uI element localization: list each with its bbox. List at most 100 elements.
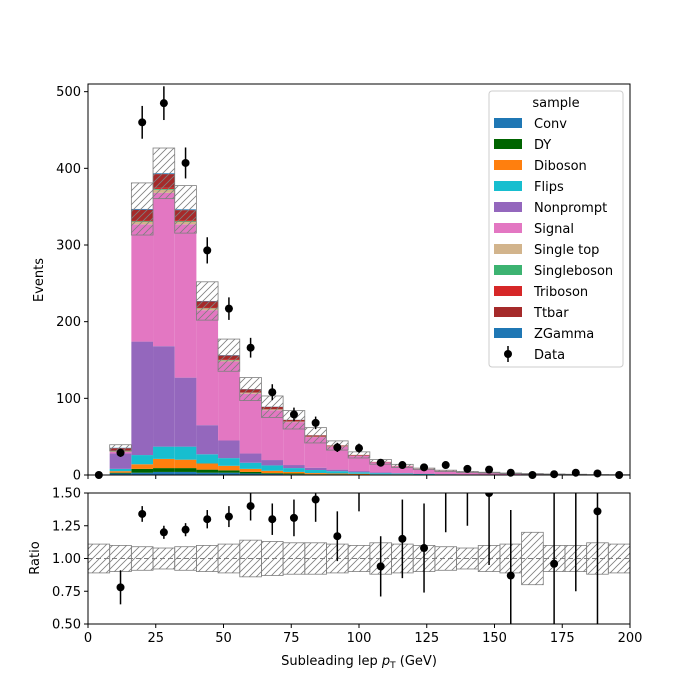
ratio-band-box bbox=[174, 546, 197, 571]
y-tick-label: 100 bbox=[56, 392, 81, 407]
bar-segment bbox=[109, 453, 132, 469]
ratio-point bbox=[181, 523, 190, 537]
legend-swatch bbox=[494, 244, 522, 254]
ratio-point bbox=[420, 503, 429, 593]
ratio-y-axis-label: Ratio bbox=[28, 541, 43, 574]
bar-segment bbox=[218, 470, 240, 473]
ratio-marker bbox=[506, 571, 515, 580]
bar-segment bbox=[304, 437, 327, 468]
bar-segment bbox=[304, 467, 327, 471]
x-tick-label: 50 bbox=[215, 631, 232, 646]
legend-item: DY bbox=[494, 138, 551, 153]
ratio-marker bbox=[246, 502, 255, 511]
bar-segment bbox=[153, 446, 175, 459]
legend-item-data: Data bbox=[504, 346, 565, 363]
bar-segment bbox=[413, 474, 435, 475]
ratio-marker bbox=[159, 528, 168, 537]
data-marker bbox=[550, 470, 559, 479]
legend-label: Signal bbox=[534, 222, 574, 237]
bar-segment bbox=[153, 458, 175, 469]
data-point bbox=[355, 443, 363, 453]
bar-segment bbox=[261, 460, 284, 466]
ratio-point bbox=[398, 499, 407, 579]
legend-swatch bbox=[494, 139, 522, 149]
data-marker bbox=[485, 465, 494, 474]
bar-segment bbox=[326, 473, 349, 475]
data-point bbox=[441, 461, 450, 470]
ratio-band-box bbox=[434, 546, 457, 571]
series-flips bbox=[109, 446, 587, 475]
bar-segment bbox=[109, 471, 132, 473]
bar-segment bbox=[109, 472, 132, 474]
bar-segment bbox=[348, 472, 370, 474]
legend-box bbox=[488, 90, 624, 368]
y-tick-label: 200 bbox=[56, 315, 81, 330]
bar-segment bbox=[239, 462, 262, 469]
bar-segment bbox=[369, 462, 392, 473]
ratio-y-tick-label: 1.25 bbox=[52, 519, 81, 534]
data-marker bbox=[593, 469, 602, 478]
ratio-marker bbox=[572, 482, 580, 490]
ratio-marker bbox=[289, 513, 298, 522]
x-tick-label: 125 bbox=[414, 631, 439, 646]
bar-segment bbox=[109, 473, 132, 475]
bar-segment bbox=[174, 446, 197, 460]
data-point bbox=[398, 461, 407, 470]
bar-segment bbox=[304, 470, 327, 474]
x-tick-label: 175 bbox=[550, 631, 575, 646]
data-point bbox=[181, 147, 190, 179]
legend-item: ZGamma bbox=[494, 327, 594, 342]
bar-segment bbox=[348, 473, 370, 475]
ratio-marker bbox=[463, 450, 471, 458]
data-point bbox=[376, 458, 385, 467]
ratio-y-tick-label: 1.50 bbox=[52, 487, 81, 502]
ratio-point bbox=[550, 493, 559, 624]
data-point bbox=[485, 465, 494, 474]
legend-swatch bbox=[494, 265, 522, 275]
main-y-ticks: 0 100 200 300 400 500 bbox=[56, 85, 88, 484]
bar-segment bbox=[131, 464, 154, 469]
ratio-band-box bbox=[521, 531, 544, 586]
data-point bbox=[463, 464, 472, 473]
uncertainty-box bbox=[239, 377, 262, 401]
bar-segment bbox=[131, 224, 154, 342]
bar-segment bbox=[261, 465, 284, 471]
data-marker bbox=[224, 304, 233, 313]
legend-item: Flips bbox=[494, 180, 564, 195]
ratio-band-box bbox=[152, 547, 176, 570]
ratio-band-box bbox=[109, 545, 132, 573]
ratio-marker bbox=[268, 515, 277, 524]
ratio-point bbox=[463, 450, 471, 526]
bar-segment bbox=[283, 473, 305, 475]
ratio-point bbox=[224, 506, 233, 528]
bar-segment bbox=[131, 455, 154, 465]
ratio-point bbox=[376, 536, 385, 597]
ratio-marker bbox=[398, 534, 407, 543]
data-point bbox=[420, 463, 429, 472]
ratio-band-box bbox=[88, 543, 111, 574]
ratio-y-tick-label: 1.00 bbox=[52, 552, 81, 567]
legend-swatch bbox=[494, 181, 522, 191]
x-tick-label: 150 bbox=[482, 631, 507, 646]
legend-swatch bbox=[494, 328, 522, 338]
data-points bbox=[94, 86, 624, 479]
ratio-point bbox=[268, 503, 277, 535]
series-signal bbox=[109, 192, 630, 475]
ratio-band-box bbox=[347, 545, 371, 573]
bar-segment bbox=[174, 468, 197, 472]
bar-segment bbox=[174, 459, 197, 469]
bar-segment bbox=[326, 446, 349, 470]
ratio-point bbox=[572, 482, 580, 592]
data-point bbox=[203, 237, 212, 264]
y-tick-label: 0 bbox=[73, 469, 81, 484]
legend-swatch bbox=[494, 307, 522, 317]
ratio-marker bbox=[420, 544, 429, 553]
legend-swatch bbox=[494, 286, 522, 296]
legend-label: Nonprompt bbox=[534, 201, 607, 216]
bar-segment bbox=[391, 473, 414, 475]
legend-label: ZGamma bbox=[534, 327, 594, 342]
data-point bbox=[246, 337, 255, 358]
data-marker bbox=[268, 388, 277, 397]
bar-segment bbox=[391, 466, 414, 474]
